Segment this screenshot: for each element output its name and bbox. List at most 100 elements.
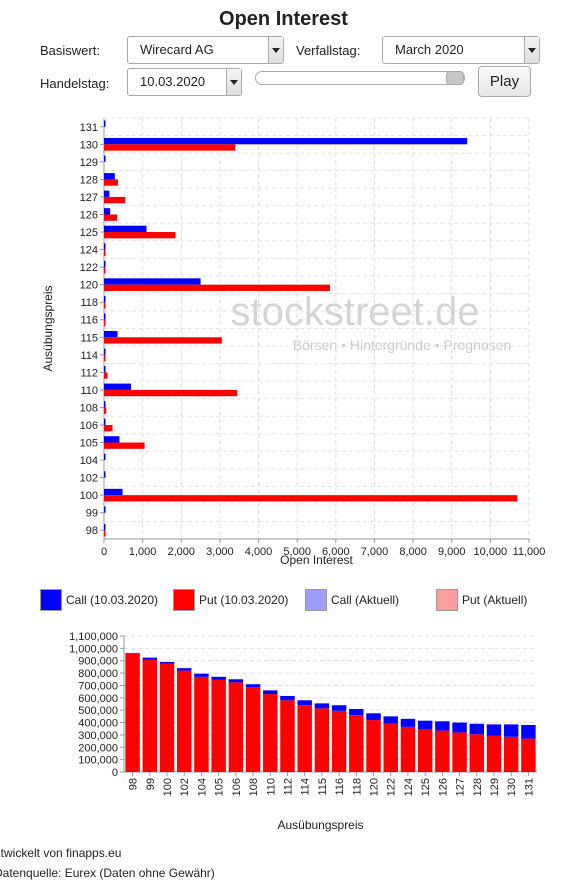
y-tick-label: 114 xyxy=(80,350,98,362)
put-bar xyxy=(104,302,106,309)
put-bar xyxy=(263,694,278,772)
put-bar xyxy=(383,723,398,772)
date-slider[interactable] xyxy=(255,71,465,85)
y-tick-label: 98 xyxy=(86,525,98,537)
x-tick-label: 2,000 xyxy=(168,546,196,558)
call-bar xyxy=(104,330,118,338)
y-axis-label: Ausübungspreis xyxy=(41,285,55,371)
call-bar xyxy=(142,657,158,660)
y-tick-label: 122 xyxy=(80,262,98,274)
y-tick-label: 105 xyxy=(80,438,98,450)
put-bar xyxy=(159,663,175,772)
y-tick-label: 800,000 xyxy=(78,668,118,680)
chevron-down-icon[interactable] xyxy=(226,69,241,95)
put-bar xyxy=(104,214,118,221)
x-tick-label: 116 xyxy=(334,778,346,796)
put-bar xyxy=(104,144,236,151)
put-bar xyxy=(104,337,222,344)
put-bar xyxy=(104,319,106,327)
put-bar xyxy=(435,730,450,772)
play-button[interactable]: Play xyxy=(478,66,531,97)
call-bar xyxy=(331,705,347,711)
y-tick-label: 116 xyxy=(80,315,98,327)
call-bar xyxy=(469,723,484,735)
call-bar xyxy=(159,661,175,664)
page-title: Open Interest xyxy=(219,8,348,30)
x-tick-label: 6,000 xyxy=(322,546,350,558)
x-tick-label: 110 xyxy=(265,778,277,796)
slider-handle[interactable] xyxy=(446,71,464,85)
call-bar xyxy=(104,243,106,250)
verfallstag-value: March 2020 xyxy=(395,42,464,57)
x-tick-label: 105 xyxy=(214,778,226,796)
put-bar xyxy=(400,726,416,772)
put-bar xyxy=(104,442,145,449)
footer-source: Datenquelle: Eurex (Daten ohne Gewähr) xyxy=(0,866,215,880)
call-bar xyxy=(521,725,536,739)
chevron-down-icon[interactable] xyxy=(268,37,283,63)
call-bar xyxy=(104,278,201,285)
y-tick-label: 0 xyxy=(112,767,118,779)
put-bar xyxy=(211,679,226,772)
y-tick-label: 100,000 xyxy=(78,755,118,767)
x-tick-label: 106 xyxy=(231,778,243,796)
call-bar xyxy=(366,713,381,721)
basiswert-value: Wirecard AG xyxy=(140,42,214,57)
y-tick-label: 125 xyxy=(80,227,98,239)
y-tick-label: 120 xyxy=(80,280,98,292)
y-tick-label: 126 xyxy=(80,209,98,221)
call-bar xyxy=(280,695,295,701)
put-bar xyxy=(104,354,106,362)
x-tick-label: 3,000 xyxy=(206,546,234,558)
put-bar xyxy=(104,372,108,379)
verfallstag-select[interactable]: March 2020 xyxy=(382,36,540,64)
put-bar xyxy=(452,732,467,772)
y-tick-label: 131 xyxy=(80,122,98,134)
y-tick-label: 115 xyxy=(80,332,98,344)
put-bar xyxy=(331,710,347,772)
call-bar xyxy=(104,208,111,215)
x-tick-label: 8,000 xyxy=(399,546,427,558)
y-tick-label: 110 xyxy=(80,385,98,397)
call-bar xyxy=(104,155,106,162)
legend-swatch xyxy=(305,589,327,611)
put-bar xyxy=(349,715,364,772)
put-bar xyxy=(142,659,158,772)
x-tick-label: 11,000 xyxy=(513,546,546,558)
y-tick-label: 102 xyxy=(80,473,98,485)
cumulative-chart: 0100,000200,000300,000400,000500,000600,… xyxy=(69,631,537,832)
handelstag-label: Handelstag: xyxy=(40,76,110,91)
y-tick-label: 500,000 xyxy=(78,705,118,717)
handelstag-select[interactable]: 10.03.2020 xyxy=(127,68,242,96)
y-tick-label: 100 xyxy=(80,490,98,502)
x-tick-label: 118 xyxy=(351,778,363,796)
put-bar xyxy=(469,734,484,772)
x-tick-label: 122 xyxy=(386,778,398,796)
x-tick-label: 108 xyxy=(248,778,260,796)
basiswert-select[interactable]: Wirecard AG xyxy=(127,36,284,64)
handelstag-value: 10.03.2020 xyxy=(140,74,206,89)
x-tick-label: 131 xyxy=(523,778,535,796)
call-bar xyxy=(104,506,106,513)
x-tick-label: 128 xyxy=(472,778,484,796)
x-tick-label: 4,000 xyxy=(245,546,273,558)
call-bar xyxy=(104,120,106,127)
call-bar xyxy=(104,260,106,268)
basiswert-label: Basiswert: xyxy=(40,43,100,58)
put-bar xyxy=(245,687,261,772)
call-bar xyxy=(297,700,312,706)
call-bar xyxy=(435,721,450,731)
x-tick-label: 114 xyxy=(300,778,312,796)
call-bar xyxy=(245,684,261,688)
x-tick-label: 127 xyxy=(455,778,467,796)
x-tick-label: 126 xyxy=(437,778,449,796)
x-axis-label: Ausübungspreis xyxy=(277,818,363,832)
put-bar xyxy=(104,424,113,432)
x-tick-label: 10,000 xyxy=(474,546,508,558)
put-bar xyxy=(104,389,238,397)
legend-swatch xyxy=(436,589,458,611)
call-bar xyxy=(104,418,106,425)
call-bar xyxy=(104,383,132,390)
chevron-down-icon[interactable] xyxy=(524,37,539,63)
call-bar xyxy=(486,724,502,736)
